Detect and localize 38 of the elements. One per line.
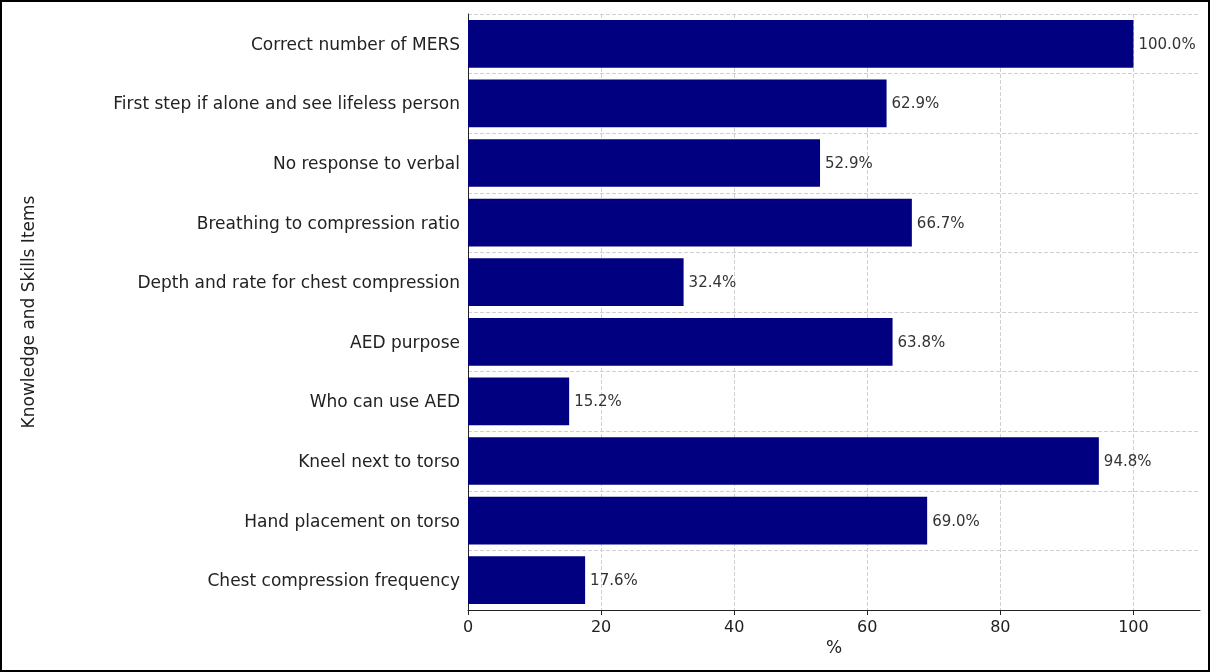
x-tick-label: 0 <box>462 616 474 636</box>
data-label: 63.8% <box>897 332 946 351</box>
x-tick-label: 20 <box>590 616 612 636</box>
y-axis-title: Knowledge and Skills Items <box>17 195 38 429</box>
bar <box>468 496 928 545</box>
bar <box>468 198 912 247</box>
y-tick-label: Breathing to compression ratio <box>196 212 460 233</box>
y-tick-label: First step if alone and see lifeless person <box>113 93 460 114</box>
bar <box>468 79 887 128</box>
data-label: 94.8% <box>1103 452 1152 470</box>
data-label: 52.9% <box>825 154 873 172</box>
bar <box>468 556 586 605</box>
y-tick-label: Correct number of MERS <box>250 33 460 54</box>
bar <box>468 377 570 426</box>
bar <box>468 317 893 366</box>
data-label: 17.6% <box>590 571 638 590</box>
x-tick-label: 80 <box>990 616 1011 636</box>
data-label: 32.4% <box>688 273 737 292</box>
y-tick-label: Chest compression frequency <box>207 570 460 591</box>
x-axis-title: % <box>825 637 843 658</box>
data-label: 66.7% <box>916 213 965 232</box>
data-label: 15.2% <box>574 392 622 411</box>
bar <box>468 258 684 307</box>
y-tick-label: Who can use AED <box>309 391 460 412</box>
data-label: 69.0% <box>932 511 980 530</box>
bar <box>468 139 821 187</box>
data-label: 62.9% <box>891 94 940 113</box>
bar <box>468 437 1099 485</box>
x-tick-label: 40 <box>724 616 745 636</box>
y-tick-label: Depth and rate for chest compression <box>137 272 460 293</box>
data-label: 100.0% <box>1138 34 1196 53</box>
x-tick-label: 60 <box>857 616 878 636</box>
y-tick-label: No response to verbal <box>272 153 460 173</box>
bar <box>468 19 1134 68</box>
y-tick-label: AED purpose <box>350 331 460 352</box>
y-tick-label: Hand placement on torso <box>244 510 460 531</box>
x-tick-label: 100 <box>1118 616 1149 636</box>
y-tick-label: Kneel next to torso <box>298 451 460 471</box>
